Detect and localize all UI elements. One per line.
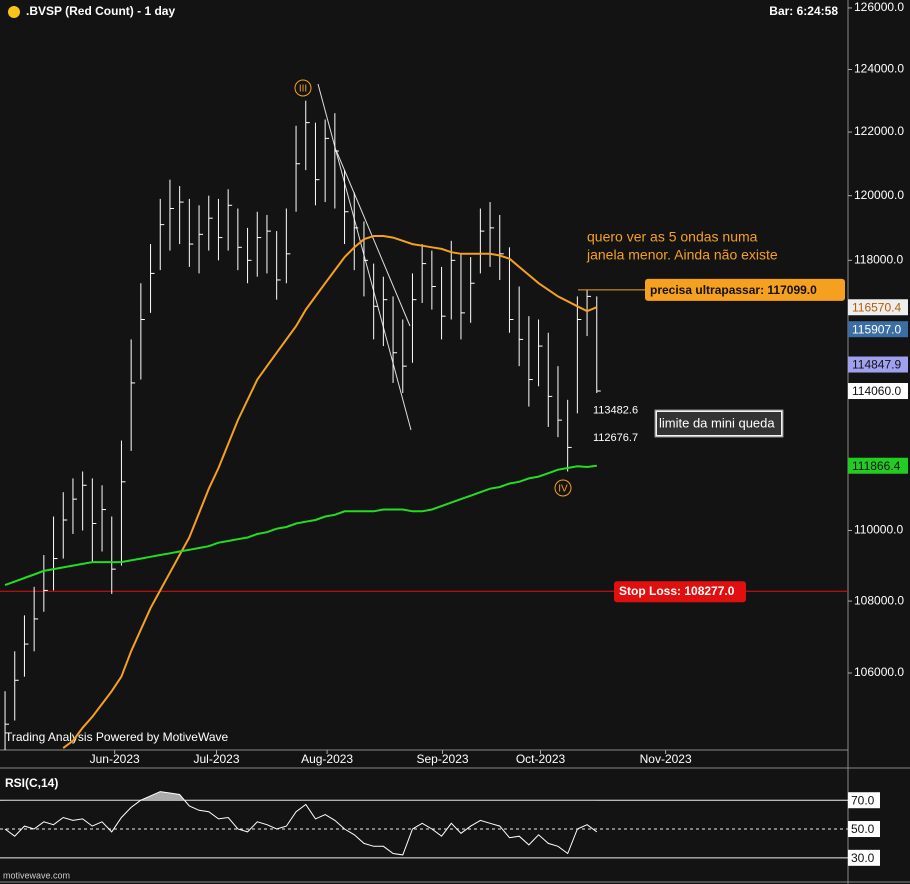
target-label: precisa ultrapassar: 117099.0: [650, 283, 817, 297]
wave-label: IV: [558, 484, 568, 495]
price-marker: [848, 299, 908, 316]
watermark: Trading Analysis Powered by MotiveWave: [5, 730, 229, 744]
level-label: 112676.7: [593, 432, 638, 444]
rsi-line: [4, 791, 598, 856]
price-marker-label: 111866.4: [852, 459, 901, 473]
price-marker-label: 114060.0: [852, 384, 901, 398]
wave-circle: [554, 479, 572, 497]
y-tick-label: 106000.0: [854, 665, 904, 679]
rsi-level-box: [848, 792, 880, 809]
rsi-overbought-fill: [5, 791, 597, 801]
level-note: limite da mini queda: [659, 415, 775, 430]
stop-loss-value: 108277.0: [684, 584, 734, 598]
wave-circle: [294, 79, 312, 97]
target-box: [645, 278, 845, 301]
y-tick-label: 122000.0: [854, 124, 904, 138]
price-marker: [848, 457, 908, 474]
note: quero ver as 5 ondas numa: [587, 229, 758, 245]
rsi-tick-label: 50.0: [851, 822, 875, 836]
rsi-title: RSI(C,14): [5, 776, 58, 790]
wave-label: III: [299, 84, 307, 95]
x-tick-label: Jul-2023: [193, 752, 239, 766]
price-marker: [848, 356, 908, 373]
note: janela menor. Ainda não existe: [586, 247, 778, 263]
y-tick-label: 118000.0: [854, 253, 903, 267]
moving-average: [4, 464, 597, 587]
trend-line: [335, 149, 411, 327]
stop-loss-text: Stop Loss:: [619, 584, 681, 598]
note-box-inner: [657, 412, 781, 435]
y-tick-label: 110000.0: [854, 523, 903, 537]
price-marker-label: 114847.9: [852, 358, 901, 372]
y-tick-label: 124000.0: [854, 62, 904, 76]
moving-average: [62, 235, 598, 749]
price-marker-label: 115907.0: [852, 322, 901, 336]
y-tick-label: 126000.0: [854, 0, 904, 14]
target-text: precisa ultrapassar:: [650, 283, 764, 297]
x-tick-label: Nov-2023: [640, 752, 692, 766]
chart-title: .BVSP (Red Count) - 1 day: [26, 4, 175, 18]
x-tick-label: Sep-2023: [417, 752, 469, 766]
stop-loss-box: [614, 581, 746, 603]
price-marker: [848, 383, 908, 400]
y-tick-label: 108000.0: [854, 593, 904, 607]
rsi-tick-label: 30.0: [851, 851, 875, 865]
y-tick-label: 120000.0: [854, 188, 904, 202]
target-value: 117099.0: [767, 283, 817, 297]
site-label: motivewave.com: [3, 870, 70, 880]
x-tick-label: Aug-2023: [301, 752, 353, 766]
price-marker-label: 116570.4: [852, 300, 901, 314]
rsi-tick-label: 70.0: [851, 793, 875, 807]
level-label: 113482.6: [593, 404, 638, 416]
rsi-level-box: [848, 821, 880, 838]
price-marker: [848, 321, 908, 338]
stop-loss-label: Stop Loss: 108277.0: [619, 584, 735, 598]
x-tick-label: Oct-2023: [516, 752, 566, 766]
bar-time: Bar: 6:24:58: [769, 4, 838, 18]
symbol-icon: [8, 6, 20, 18]
x-tick-label: Jun-2023: [90, 752, 140, 766]
trend-line: [317, 83, 412, 431]
rsi-level-box: [848, 849, 880, 866]
